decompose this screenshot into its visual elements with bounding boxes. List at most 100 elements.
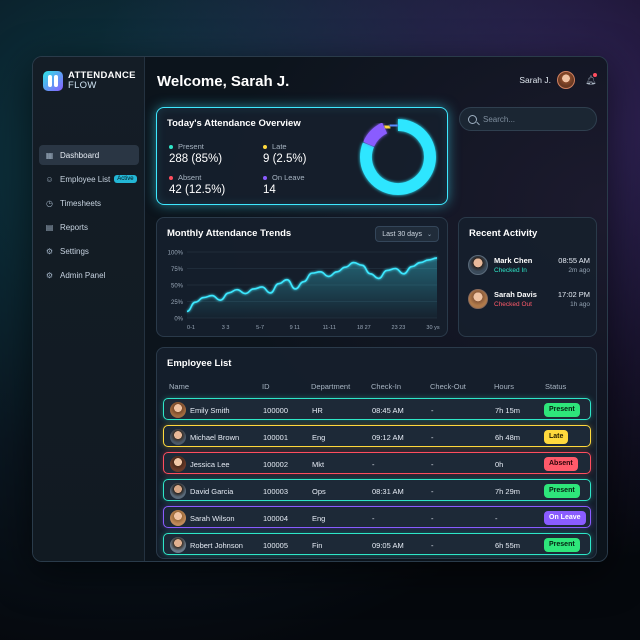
avatar[interactable] xyxy=(557,71,575,89)
user-menu[interactable]: Sarah J. 🔔︎ xyxy=(519,71,597,89)
avatar xyxy=(170,429,186,445)
employee-department: Ops xyxy=(312,487,326,496)
table-row[interactable]: Jessica Lee 100002 Mkt - - 0h Absent xyxy=(163,452,591,474)
trends-title: Monthly Attendance Trends xyxy=(167,228,292,239)
sidebar: ATTENDANCE FLOW ▦ Dashboard ☺ Employee L… xyxy=(33,57,145,561)
donut-slice-late xyxy=(382,120,392,134)
leave-dot xyxy=(263,175,267,180)
sidebar-item-admin-panel[interactable]: ⚙ Admin Panel xyxy=(39,265,139,285)
employee-department: Eng xyxy=(312,514,326,523)
stat-absent: Absent 42 (12.5%) xyxy=(169,173,225,196)
avatar xyxy=(170,537,186,553)
status-badge: Present xyxy=(544,403,580,417)
search-bar[interactable] xyxy=(459,107,597,131)
employee-hours: 6h 48m xyxy=(495,433,521,442)
x-tick-label: 9 11 xyxy=(290,325,300,331)
chevron-down-icon: ⌄ xyxy=(426,231,432,238)
x-tick-label: 30 ys xyxy=(426,325,439,331)
date-range-dropdown[interactable]: Last 30 days ⌄ xyxy=(375,226,439,242)
logo-icon xyxy=(43,71,63,91)
sidebar-item-timesheets[interactable]: ◷ Timesheets xyxy=(39,193,139,213)
employee-check-out: - xyxy=(431,406,434,415)
column-header-id[interactable]: ID xyxy=(262,382,270,391)
status-badge: On Leave xyxy=(544,511,586,525)
column-header-check-out[interactable]: Check-Out xyxy=(430,382,466,391)
employee-id: 100001 xyxy=(263,433,289,442)
sidebar-item-settings[interactable]: ⚙ Settings xyxy=(39,241,139,261)
activity-name: Mark Chen xyxy=(494,256,533,265)
activity-item[interactable]: Sarah Davis Checked Out 17:02 PM 1h ago xyxy=(468,286,590,312)
date-range-value: Last 30 days xyxy=(382,230,422,238)
activity-ago: 2m ago xyxy=(568,267,590,274)
employee-id: 100003 xyxy=(263,487,289,496)
status-badge: Present xyxy=(544,484,580,498)
sidebar-item-employee-list[interactable]: ☺ Employee List Active xyxy=(39,169,139,189)
table-row[interactable]: Sarah Wilson 100004 Eng - - - On Leave xyxy=(163,506,591,528)
sidebar-item-dashboard[interactable]: ▦ Dashboard xyxy=(39,145,139,165)
logo-subtitle: FLOW xyxy=(68,80,97,91)
x-tick-label: 18 27 xyxy=(357,325,371,331)
employee-check-in: 09:05 AM xyxy=(372,541,404,550)
table-row[interactable]: Emily Smith 100000 HR 08:45 AM - 7h 15m Presen… xyxy=(163,398,591,420)
stat-label: Late xyxy=(272,142,287,151)
sidebar-item-label: Dashboard xyxy=(60,150,100,160)
column-header-check-in[interactable]: Check-In xyxy=(371,382,402,391)
search-icon xyxy=(468,114,477,124)
column-header-status[interactable]: Status xyxy=(545,382,567,391)
absent-dot xyxy=(169,175,173,180)
employee-hours: - xyxy=(495,514,498,523)
x-tick-label: 3 3 xyxy=(222,325,230,331)
sidebar-item-label: Reports xyxy=(60,222,89,232)
donut-slice-present xyxy=(360,119,436,195)
activity-title: Recent Activity xyxy=(469,228,538,239)
stat-value: 9 (2.5%) xyxy=(263,153,307,165)
activity-name: Sarah Davis xyxy=(494,290,537,299)
activity-item[interactable]: Mark Chen Checked In 08:55 AM 2m ago xyxy=(468,252,590,278)
shield-gear-icon: ⚙ xyxy=(45,270,54,280)
avatar xyxy=(468,289,488,309)
trend-area xyxy=(187,257,437,318)
employee-check-out: - xyxy=(431,541,434,550)
donut-slice-absent xyxy=(363,122,388,147)
employee-hours: 7h 29m xyxy=(495,487,521,496)
trend-line xyxy=(186,257,438,313)
sidebar-item-label: Employee List xyxy=(60,174,111,184)
employee-id: 100002 xyxy=(263,460,289,469)
user-name: Sarah J. xyxy=(519,75,551,85)
overview-title: Today's Attendance Overview xyxy=(167,118,301,129)
attendance-trend-chart: 0% 25% 50% 75% 100% 0-1 3 3 5-7 9 11 11-11 18 27 23… xyxy=(168,251,440,332)
main-content: Welcome, Sarah J. Sarah J. 🔔︎ Today's At… xyxy=(145,57,607,561)
stat-value: 14 xyxy=(263,184,276,196)
notification-dot xyxy=(593,73,597,77)
users-icon: ☺ xyxy=(45,174,54,184)
employee-check-out: - xyxy=(431,460,434,469)
sidebar-item-label: Timesheets xyxy=(60,198,102,208)
employee-hours: 7h 15m xyxy=(495,406,521,415)
employee-check-out: - xyxy=(431,433,434,442)
activity-status: Checked Out xyxy=(494,301,532,308)
donut-slice-on-leave xyxy=(388,119,398,132)
table-row[interactable]: David Garcia 100003 Ops 08:31 AM - 7h 29m Pres… xyxy=(163,479,591,501)
table-row[interactable]: Michael Brown 100001 Eng 09:12 AM - 6h 48m Lat… xyxy=(163,425,591,447)
sidebar-item-reports[interactable]: ▤ Reports xyxy=(39,217,139,237)
logo[interactable]: ATTENDANCE FLOW xyxy=(43,71,136,91)
activity-ago: 1h ago xyxy=(570,301,590,308)
table-row[interactable]: Robert Johnson 100005 Fin 09:05 AM - 6h 55m Pr… xyxy=(163,533,591,555)
employee-name: Sarah Wilson xyxy=(190,514,235,523)
stat-value: 288 (85%) xyxy=(169,153,223,165)
stat-label: On Leave xyxy=(272,173,305,182)
bell-icon[interactable]: 🔔︎ xyxy=(585,73,597,85)
document-icon: ▤ xyxy=(45,222,54,232)
column-header-name[interactable]: Name xyxy=(169,382,190,391)
employee-check-in: 08:31 AM xyxy=(372,487,404,496)
search-input[interactable] xyxy=(483,114,583,124)
y-tick-label: 50% xyxy=(171,284,184,290)
avatar xyxy=(170,456,186,472)
column-header-department[interactable]: Department xyxy=(311,382,351,391)
x-tick-label: 0-1 xyxy=(187,325,195,331)
page-title: Welcome, Sarah J. xyxy=(157,73,290,90)
sidebar-item-label: Admin Panel xyxy=(60,270,106,280)
late-dot xyxy=(263,144,267,149)
column-header-hours[interactable]: Hours xyxy=(494,382,515,391)
employee-list-card: Employee List Name ID Department Check-I… xyxy=(156,347,597,559)
